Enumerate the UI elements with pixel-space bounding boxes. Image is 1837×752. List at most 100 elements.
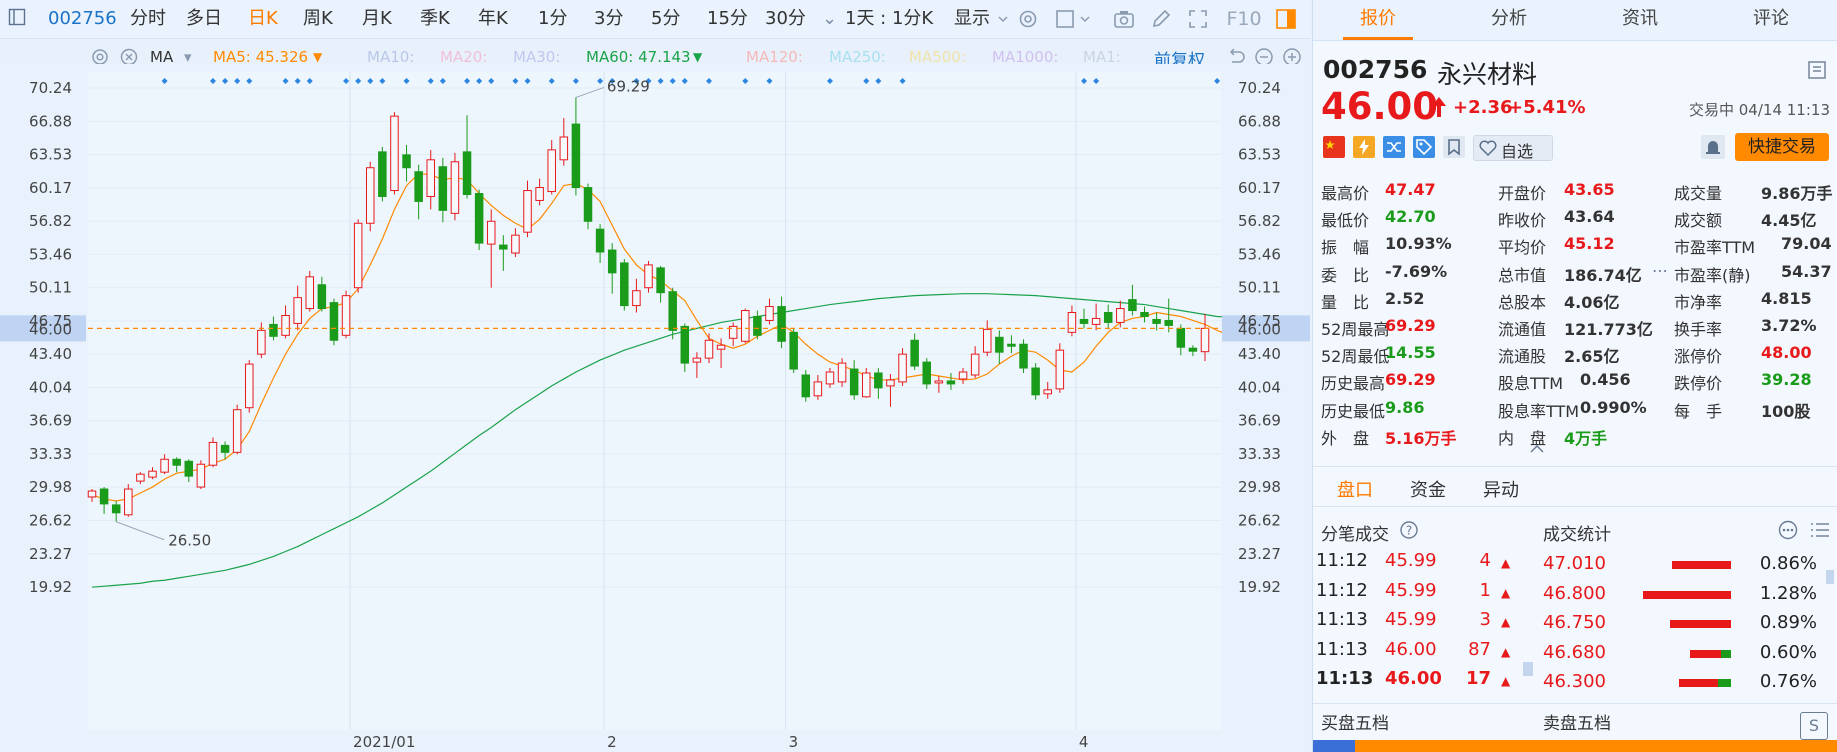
period-yearly-k[interactable]: 年K <box>478 8 508 29</box>
scrollbar-thumb[interactable] <box>1523 662 1533 676</box>
stat-label: 内 盘 <box>1498 428 1547 448</box>
shuffle-icon[interactable] <box>1383 136 1405 158</box>
stat-price: 46.750 <box>1543 612 1606 633</box>
period-1min[interactable]: 1分 <box>538 8 568 29</box>
interval-select[interactable]: 1天 : 1分K <box>845 8 934 29</box>
help-icon[interactable]: ? <box>1399 520 1419 544</box>
period-monthly-k[interactable]: 月K <box>362 8 392 29</box>
pencil-icon[interactable] <box>1150 8 1172 30</box>
period-daily-k[interactable]: 日K <box>248 8 278 29</box>
chevron-down-icon[interactable] <box>992 8 1014 30</box>
add-watchlist-button[interactable]: 自选 <box>1473 135 1553 161</box>
event-marker-diamond <box>1093 78 1100 84</box>
subtab-capital[interactable]: 资金 <box>1410 480 1446 501</box>
candle-up <box>245 363 254 409</box>
display-menu[interactable]: 显示 <box>954 8 990 29</box>
ma20-label[interactable]: MA20: <box>440 48 488 66</box>
gear-icon[interactable] <box>1017 8 1039 30</box>
tab-quote[interactable]: 报价 <box>1360 8 1396 29</box>
stat-value: 79.04 <box>1781 234 1832 254</box>
indicator-type[interactable]: MA <box>150 48 174 66</box>
period-5min[interactable]: 5分 <box>651 8 681 29</box>
ma250-label[interactable]: MA250: <box>829 48 886 66</box>
more-options-icon[interactable] <box>1777 520 1799 544</box>
period-weekly-k[interactable]: 周K <box>303 8 333 29</box>
stat-label: 平均价 <box>1498 238 1547 258</box>
camera-icon[interactable] <box>1113 8 1135 30</box>
quick-trade-button[interactable]: 快捷交易 <box>1735 133 1829 161</box>
undo-icon[interactable] <box>1226 46 1248 72</box>
stat-bar-green <box>1721 649 1731 658</box>
plot-area[interactable] <box>88 72 1221 730</box>
stat-value: 186.74亿 <box>1564 265 1642 285</box>
y-tick-label-left: 26.62 <box>29 512 72 530</box>
price-change: +2.36 <box>1453 97 1513 118</box>
panel-toggle-icon[interactable] <box>1275 8 1297 30</box>
period-intraday[interactable]: 分时 <box>130 8 166 29</box>
chevron-down-icon[interactable]: ▾ <box>184 48 192 66</box>
ma30-label[interactable]: MA30: <box>513 48 561 66</box>
stat-value: 4.06亿 <box>1564 292 1620 312</box>
event-marker-diamond <box>512 78 519 84</box>
period-15min[interactable]: 15分 <box>707 8 748 29</box>
stat-value: 47.47 <box>1385 180 1436 199</box>
subtab-orderbook[interactable]: 盘口 <box>1337 480 1373 501</box>
event-marker-diamond <box>875 78 882 84</box>
bookmark-icon[interactable] <box>1443 136 1465 158</box>
fullscreen-icon[interactable] <box>1187 8 1209 30</box>
y-tick-label-left: 40.04 <box>29 378 72 396</box>
event-marker-diamond <box>863 78 870 84</box>
lightning-icon[interactable] <box>1353 136 1375 158</box>
more-info-icon[interactable]: ⋯ <box>1652 261 1668 280</box>
price-change-pct: +5.41% <box>1508 97 1586 118</box>
stat-value: 0.990% <box>1580 397 1647 417</box>
candle-down <box>220 444 230 453</box>
kline-chart[interactable]: 46.00 46.00 70.24 70.24 66.88 66.88 63.53 63.5… <box>0 64 1310 752</box>
period-30min[interactable]: 30分 <box>765 8 806 29</box>
candle-up <box>365 167 375 224</box>
more-periods-chevron-icon[interactable]: ⌄ <box>822 8 838 29</box>
y-tick-label-left: 33.33 <box>29 445 72 463</box>
tab-analysis[interactable]: 分析 <box>1491 8 1527 29</box>
candle-up <box>450 161 460 214</box>
scrollbar-thumb[interactable] <box>1826 570 1834 584</box>
tag-icon[interactable] <box>1413 136 1435 158</box>
chevron-down-icon[interactable] <box>1078 8 1092 30</box>
menu-icon[interactable] <box>1807 60 1827 84</box>
layout-square-icon[interactable] <box>1054 8 1076 30</box>
heart-icon <box>1479 140 1497 156</box>
ma60-dropdown-icon[interactable]: ▼ <box>693 50 703 64</box>
candle-down <box>849 368 859 396</box>
bell-icon[interactable] <box>1701 135 1725 159</box>
stat-value: 0.456 <box>1580 370 1631 390</box>
ma60-label[interactable]: MA60: 47.143 <box>586 48 691 66</box>
ma5-label[interactable]: MA5: 45.326 <box>213 48 309 66</box>
s-badge-icon[interactable]: S <box>1800 712 1828 740</box>
ma1-label[interactable]: MA1: <box>1083 48 1121 66</box>
stat-label: 最高价 <box>1321 184 1370 203</box>
subtab-movement[interactable]: 异动 <box>1483 480 1519 501</box>
divider <box>1313 506 1837 507</box>
candle-up <box>632 290 641 307</box>
period-multiday[interactable]: 多日 <box>186 8 222 29</box>
ma500-label[interactable]: MA500: <box>909 48 966 66</box>
period-quarterly-k[interactable]: 季K <box>420 8 450 29</box>
tick-time: 11:13 <box>1316 638 1368 660</box>
chevron-up-icon[interactable] <box>1529 440 1545 459</box>
f10-icon[interactable]: F10 <box>1226 8 1262 30</box>
tab-news[interactable]: 资讯 <box>1622 8 1658 29</box>
stat-value: 4.815 <box>1761 288 1812 308</box>
event-marker-diamond <box>427 78 434 84</box>
ma120-label[interactable]: MA120: <box>746 48 803 66</box>
ma1000-label[interactable]: MA1000: <box>992 48 1059 66</box>
event-marker-diamond <box>609 78 616 84</box>
candle-down <box>438 166 448 211</box>
list-icon[interactable] <box>1809 520 1831 544</box>
sidebar-toggle-icon[interactable] <box>6 8 28 30</box>
event-marker-diamond <box>464 78 471 84</box>
period-3min[interactable]: 3分 <box>594 8 624 29</box>
ma10-label[interactable]: MA10: <box>367 48 415 66</box>
stat-bar <box>1690 649 1731 658</box>
ma5-dropdown-icon[interactable]: ▼ <box>313 50 323 64</box>
tab-comments[interactable]: 评论 <box>1753 8 1789 29</box>
